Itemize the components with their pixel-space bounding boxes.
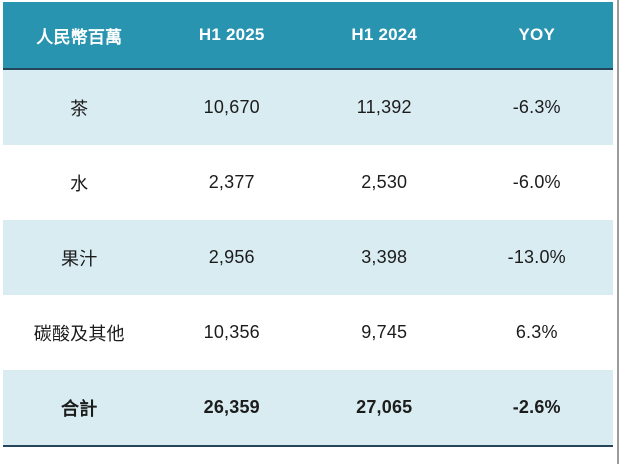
value-yoy: -6.0% bbox=[512, 172, 561, 192]
value-h1-2025: 26,359 bbox=[203, 397, 260, 417]
value-yoy: -2.6% bbox=[512, 397, 561, 417]
value-h1-2025: 10,670 bbox=[203, 97, 260, 117]
value-yoy: 6.3% bbox=[515, 322, 558, 342]
window-right-border bbox=[617, 0, 619, 464]
value-h1-2025: 10,356 bbox=[203, 322, 260, 342]
value-yoy: -13.0% bbox=[507, 247, 566, 267]
header-cell-currency-unit: 人民幣百萬 bbox=[36, 27, 123, 47]
value-yoy: -6.3% bbox=[512, 97, 561, 117]
value-h1-2024: 11,392 bbox=[356, 97, 412, 117]
header-cell-yoy: YOY bbox=[518, 25, 555, 44]
header-cell-h1-2025: H1 2025 bbox=[198, 25, 265, 44]
row-label: 果汁 bbox=[61, 248, 98, 269]
value-h1-2024: 27,065 bbox=[356, 397, 413, 417]
row-label: 合計 bbox=[61, 398, 98, 419]
table-row-total: 合計 26,359 27,065 -2.6% bbox=[3, 370, 613, 445]
value-h1-2024: 9,745 bbox=[361, 322, 408, 342]
value-h1-2025: 2,956 bbox=[208, 247, 255, 267]
value-h1-2024: 3,398 bbox=[361, 247, 408, 267]
header-cell-h1-2024: H1 2024 bbox=[351, 25, 418, 44]
table-header-row: 人民幣百萬 H1 2025 H1 2024 YOY bbox=[3, 2, 613, 70]
row-label: 水 bbox=[70, 173, 89, 194]
revenue-by-category-table: 人民幣百萬 H1 2025 H1 2024 YOY 茶 10,670 11,39… bbox=[3, 2, 613, 447]
table-row-carbonated-others: 碳酸及其他 10,356 9,745 6.3% bbox=[3, 295, 613, 370]
row-label: 碳酸及其他 bbox=[33, 323, 125, 344]
row-label: 茶 bbox=[70, 98, 89, 119]
value-h1-2024: 2,530 bbox=[361, 172, 408, 192]
table-row-water: 水 2,377 2,530 -6.0% bbox=[3, 145, 613, 220]
table-row-juice: 果汁 2,956 3,398 -13.0% bbox=[3, 220, 613, 295]
table-row-tea: 茶 10,670 11,392 -6.3% bbox=[3, 70, 613, 145]
value-h1-2025: 2,377 bbox=[208, 172, 255, 192]
